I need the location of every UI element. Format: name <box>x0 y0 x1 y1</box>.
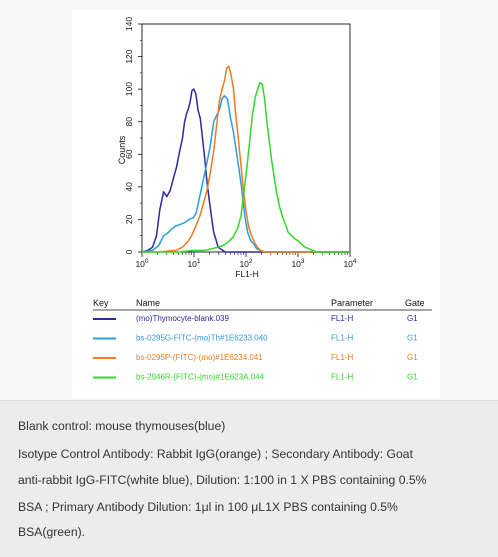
legend-row-parameter: FL1-H <box>331 314 353 323</box>
caption-line-blank-control: Blank control: mouse thymouses(blue) <box>18 419 226 433</box>
legend-header-key: Key <box>93 298 109 308</box>
legend-row-name: bs-0295G-FITC-(mo)Th#1E6233.040 <box>136 334 268 343</box>
legend-row-parameter: FL1-H <box>331 353 353 362</box>
y-axis-ticks: 0 20 40 60 80 100 120 140 <box>124 17 142 254</box>
legend-table: Key Name Parameter Gate (mo)Thymocyte-bl… <box>93 298 432 382</box>
y-tick-label: 100 <box>124 82 134 96</box>
legend-row-name: bs-0295P-(FITC)-(mo)#1E6234.041 <box>136 353 263 362</box>
legend-row-parameter: FL1-H <box>331 373 353 382</box>
caption-line-secondary-antibody: anti-rabbit IgG-FITC(white blue), Diluti… <box>18 473 427 487</box>
x-axis-label: FL1-H <box>235 269 259 279</box>
plot-frame-rect <box>141 23 351 253</box>
y-tick-label: 140 <box>124 17 134 31</box>
caption-line-primary-antibody: BSA ; Primary Antibody Dilution: 1μl in … <box>18 500 398 514</box>
legend-header-name: Name <box>136 298 160 308</box>
y-tick-label: 80 <box>124 117 134 127</box>
legend-row-gate: G1 <box>407 334 418 343</box>
caption-line-bsa-green: BSA(green). <box>18 525 86 539</box>
x-tick-label: 103 <box>291 258 304 269</box>
y-tick-label: 60 <box>124 149 134 159</box>
legend-row-parameter: FL1-H <box>331 334 353 343</box>
legend-row-gate: G1 <box>407 353 418 362</box>
legend-row-gate: G1 <box>407 373 418 382</box>
series-line <box>141 94 350 253</box>
x-tick-label: 100 <box>135 258 148 269</box>
figure-white-area: 0 20 40 60 80 100 120 140 100 101 102 103 104 Count… <box>72 10 440 398</box>
figure-panel: 0 20 40 60 80 100 120 140 100 101 102 103 104 Count… <box>72 10 440 398</box>
series-line <box>141 88 350 253</box>
series-line <box>142 65 350 253</box>
plot-frame <box>141 23 351 253</box>
caption-panel: Blank control: mouse thymouses(blue) Iso… <box>0 400 498 557</box>
caption-line-isotype-control: Isotype Control Antibody: Rabbit IgG(ora… <box>18 447 413 461</box>
x-axis-ticks: 100 101 102 103 104 <box>135 252 357 269</box>
legend-row-name: bs-2946R-(FITC)-(mo)#1E623A.044 <box>136 373 265 382</box>
y-tick-label: 120 <box>124 49 134 63</box>
x-tick-label: 102 <box>239 258 252 269</box>
y-tick-label: 0 <box>124 249 134 254</box>
y-axis-label: Counts <box>117 135 127 164</box>
series-line <box>142 81 350 253</box>
y-tick-label: 20 <box>124 214 134 224</box>
legend-rows: (mo)Thymocyte-blank.039 FL1-H G1 bs-0295G-F… <box>93 314 418 382</box>
x-tick-label: 104 <box>343 258 356 269</box>
flow-cytometry-histogram: 0 20 40 60 80 100 120 140 100 101 102 103 104 Count… <box>93 17 432 382</box>
legend-row-gate: G1 <box>407 314 418 323</box>
x-tick-label: 101 <box>187 258 200 269</box>
legend-header-gate: Gate <box>405 298 425 308</box>
legend-row-name: (mo)Thymocyte-blank.039 <box>136 314 229 323</box>
y-tick-label: 40 <box>124 182 134 192</box>
series-lines <box>141 65 350 253</box>
legend-header-parameter: Parameter <box>331 298 373 308</box>
